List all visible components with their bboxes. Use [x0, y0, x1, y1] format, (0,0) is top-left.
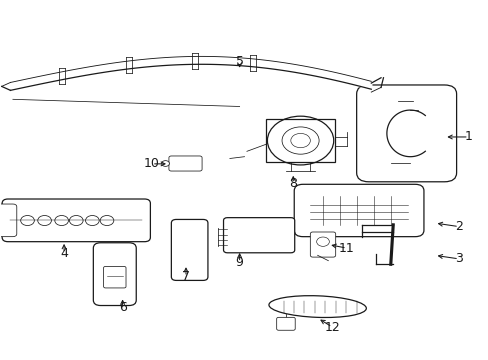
FancyBboxPatch shape	[356, 85, 456, 182]
FancyBboxPatch shape	[223, 218, 294, 253]
FancyBboxPatch shape	[276, 318, 295, 330]
Text: 11: 11	[338, 242, 354, 255]
Circle shape	[100, 216, 114, 226]
Circle shape	[38, 216, 51, 226]
Circle shape	[20, 216, 34, 226]
Text: 12: 12	[324, 320, 340, 333]
Text: 1: 1	[464, 130, 472, 144]
Circle shape	[69, 216, 83, 226]
Circle shape	[316, 237, 329, 246]
FancyBboxPatch shape	[171, 220, 207, 280]
Text: 6: 6	[119, 301, 126, 314]
Circle shape	[267, 116, 333, 165]
Text: 7: 7	[182, 270, 190, 283]
Text: 8: 8	[289, 177, 297, 190]
FancyBboxPatch shape	[310, 232, 335, 257]
Circle shape	[282, 127, 319, 154]
Text: 9: 9	[235, 256, 243, 269]
Circle shape	[55, 216, 68, 226]
FancyBboxPatch shape	[2, 199, 150, 242]
FancyBboxPatch shape	[93, 243, 136, 306]
Text: 5: 5	[235, 55, 243, 68]
Ellipse shape	[268, 296, 366, 318]
Text: 2: 2	[454, 220, 462, 233]
Text: 10: 10	[143, 157, 160, 170]
FancyBboxPatch shape	[168, 156, 202, 171]
FancyBboxPatch shape	[294, 184, 423, 237]
FancyBboxPatch shape	[103, 266, 126, 288]
Circle shape	[161, 161, 169, 166]
Text: 3: 3	[454, 252, 462, 265]
FancyBboxPatch shape	[0, 204, 17, 237]
Text: 4: 4	[60, 247, 68, 260]
Circle shape	[85, 216, 99, 226]
Circle shape	[290, 134, 310, 148]
